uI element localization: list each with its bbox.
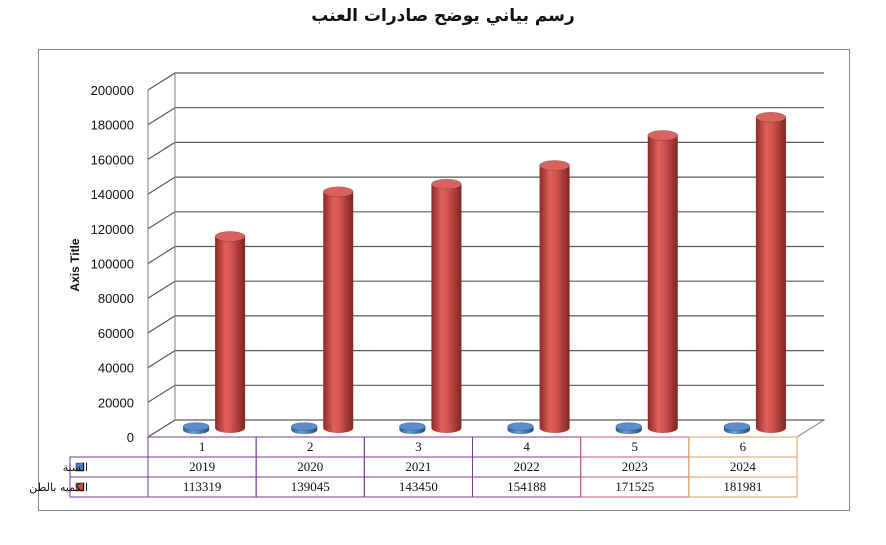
bar-quantity-5: [647, 130, 679, 434]
legend-swatch: [75, 482, 85, 492]
y-tick-label: 0: [127, 430, 134, 445]
bar-year-6: [723, 422, 751, 434]
bar-year-2: [290, 422, 318, 434]
data-table: السنة الكميه بالطن 1 2019 113319 2 2020 139045 3…: [29, 436, 798, 498]
bar-year-6-top: [723, 422, 751, 431]
data-label: 2024: [730, 459, 757, 474]
legend-label: الكميه بالطن: [29, 481, 88, 494]
data-label: 171525: [615, 479, 654, 494]
bar-quantity-2: [322, 186, 354, 433]
bar-quantity-5-body: [647, 135, 678, 434]
data-label: 143450: [399, 479, 438, 494]
bar-quantity-3-body: [431, 184, 462, 433]
bar-quantity-6-top: [755, 111, 787, 123]
data-label: 154188: [507, 479, 546, 494]
category-label: 6: [740, 439, 747, 454]
bar-quantity-6: [755, 111, 787, 433]
data-label: 2021: [405, 459, 431, 474]
floor: [146, 419, 826, 438]
value-cell: [688, 476, 798, 498]
y-tick-label: 160000: [91, 152, 134, 167]
bar-quantity-5-top: [647, 130, 679, 141]
bar-quantity-4-body: [539, 165, 570, 433]
data-label: 2022: [514, 459, 540, 474]
bar-layer: [182, 111, 787, 434]
bar-year-5-top: [615, 422, 643, 431]
y-tick-label: 180000: [91, 118, 134, 133]
gridline: [147, 211, 824, 230]
y-tick-label: 80000: [98, 291, 134, 306]
legend-swatch: [75, 462, 85, 472]
category-label: 3: [415, 439, 422, 454]
legend-label: السنة: [63, 461, 88, 474]
y-tick-label: 200000: [91, 83, 134, 98]
category-label: 4: [523, 439, 530, 454]
data-label: 113319: [183, 479, 222, 494]
bar-year-3: [399, 422, 426, 434]
chart-frame: [38, 49, 850, 511]
bar-quantity-1: [214, 231, 246, 433]
bar-year-2-top: [290, 422, 318, 431]
gridline: [147, 245, 824, 265]
y-tick-label: 60000: [98, 326, 134, 341]
y-tick-label: 40000: [98, 361, 134, 376]
bar-quantity-2-body: [323, 191, 354, 433]
data-label: 2019: [189, 459, 215, 474]
grid-layer: [146, 72, 826, 438]
bar-year-4-top: [507, 422, 534, 431]
gridline: [147, 176, 824, 195]
bar-quantity-4: [539, 160, 570, 433]
bar-year-5: [615, 422, 643, 434]
bar-quantity-2-top: [322, 186, 354, 198]
bar-quantity-1-top: [214, 231, 246, 242]
y-tick-label: 140000: [91, 187, 134, 202]
gridline: [147, 280, 824, 299]
gridline: [147, 107, 824, 126]
bar-year-3-top: [399, 422, 426, 431]
bar-quantity-4-top: [539, 160, 570, 171]
chart-title: رسم بياني يوضح صادرات العنب: [311, 6, 575, 26]
gridline: [147, 141, 824, 160]
bar-year-1: [182, 422, 210, 434]
y-axis-title: Axis Title: [68, 238, 82, 291]
data-label: 139045: [291, 479, 330, 494]
gridline: [147, 350, 824, 369]
bar-quantity-3-top: [431, 178, 462, 190]
category-label: 5: [632, 439, 639, 454]
y-tick-label: 20000: [98, 395, 134, 410]
y-tick-label: 100000: [91, 257, 134, 272]
bar-year-4: [507, 422, 534, 434]
category-label: 1: [199, 439, 206, 454]
bar-year-1-top: [182, 422, 210, 431]
data-label: 2023: [622, 459, 648, 474]
bar-quantity-3: [431, 178, 462, 433]
category-label: 2: [307, 439, 314, 454]
gridline: [147, 72, 824, 91]
data-label: 2020: [297, 459, 323, 474]
y-tick-labels: 0 20000 40000 60000 80000 100000 120000 140000 1…: [91, 83, 134, 445]
bar-quantity-6-body: [755, 117, 786, 433]
bar-quantity-1-body: [215, 236, 246, 433]
gridline: [147, 384, 824, 403]
data-label: 181981: [723, 479, 762, 494]
y-tick-label: 120000: [91, 222, 134, 237]
gridline: [147, 315, 824, 334]
